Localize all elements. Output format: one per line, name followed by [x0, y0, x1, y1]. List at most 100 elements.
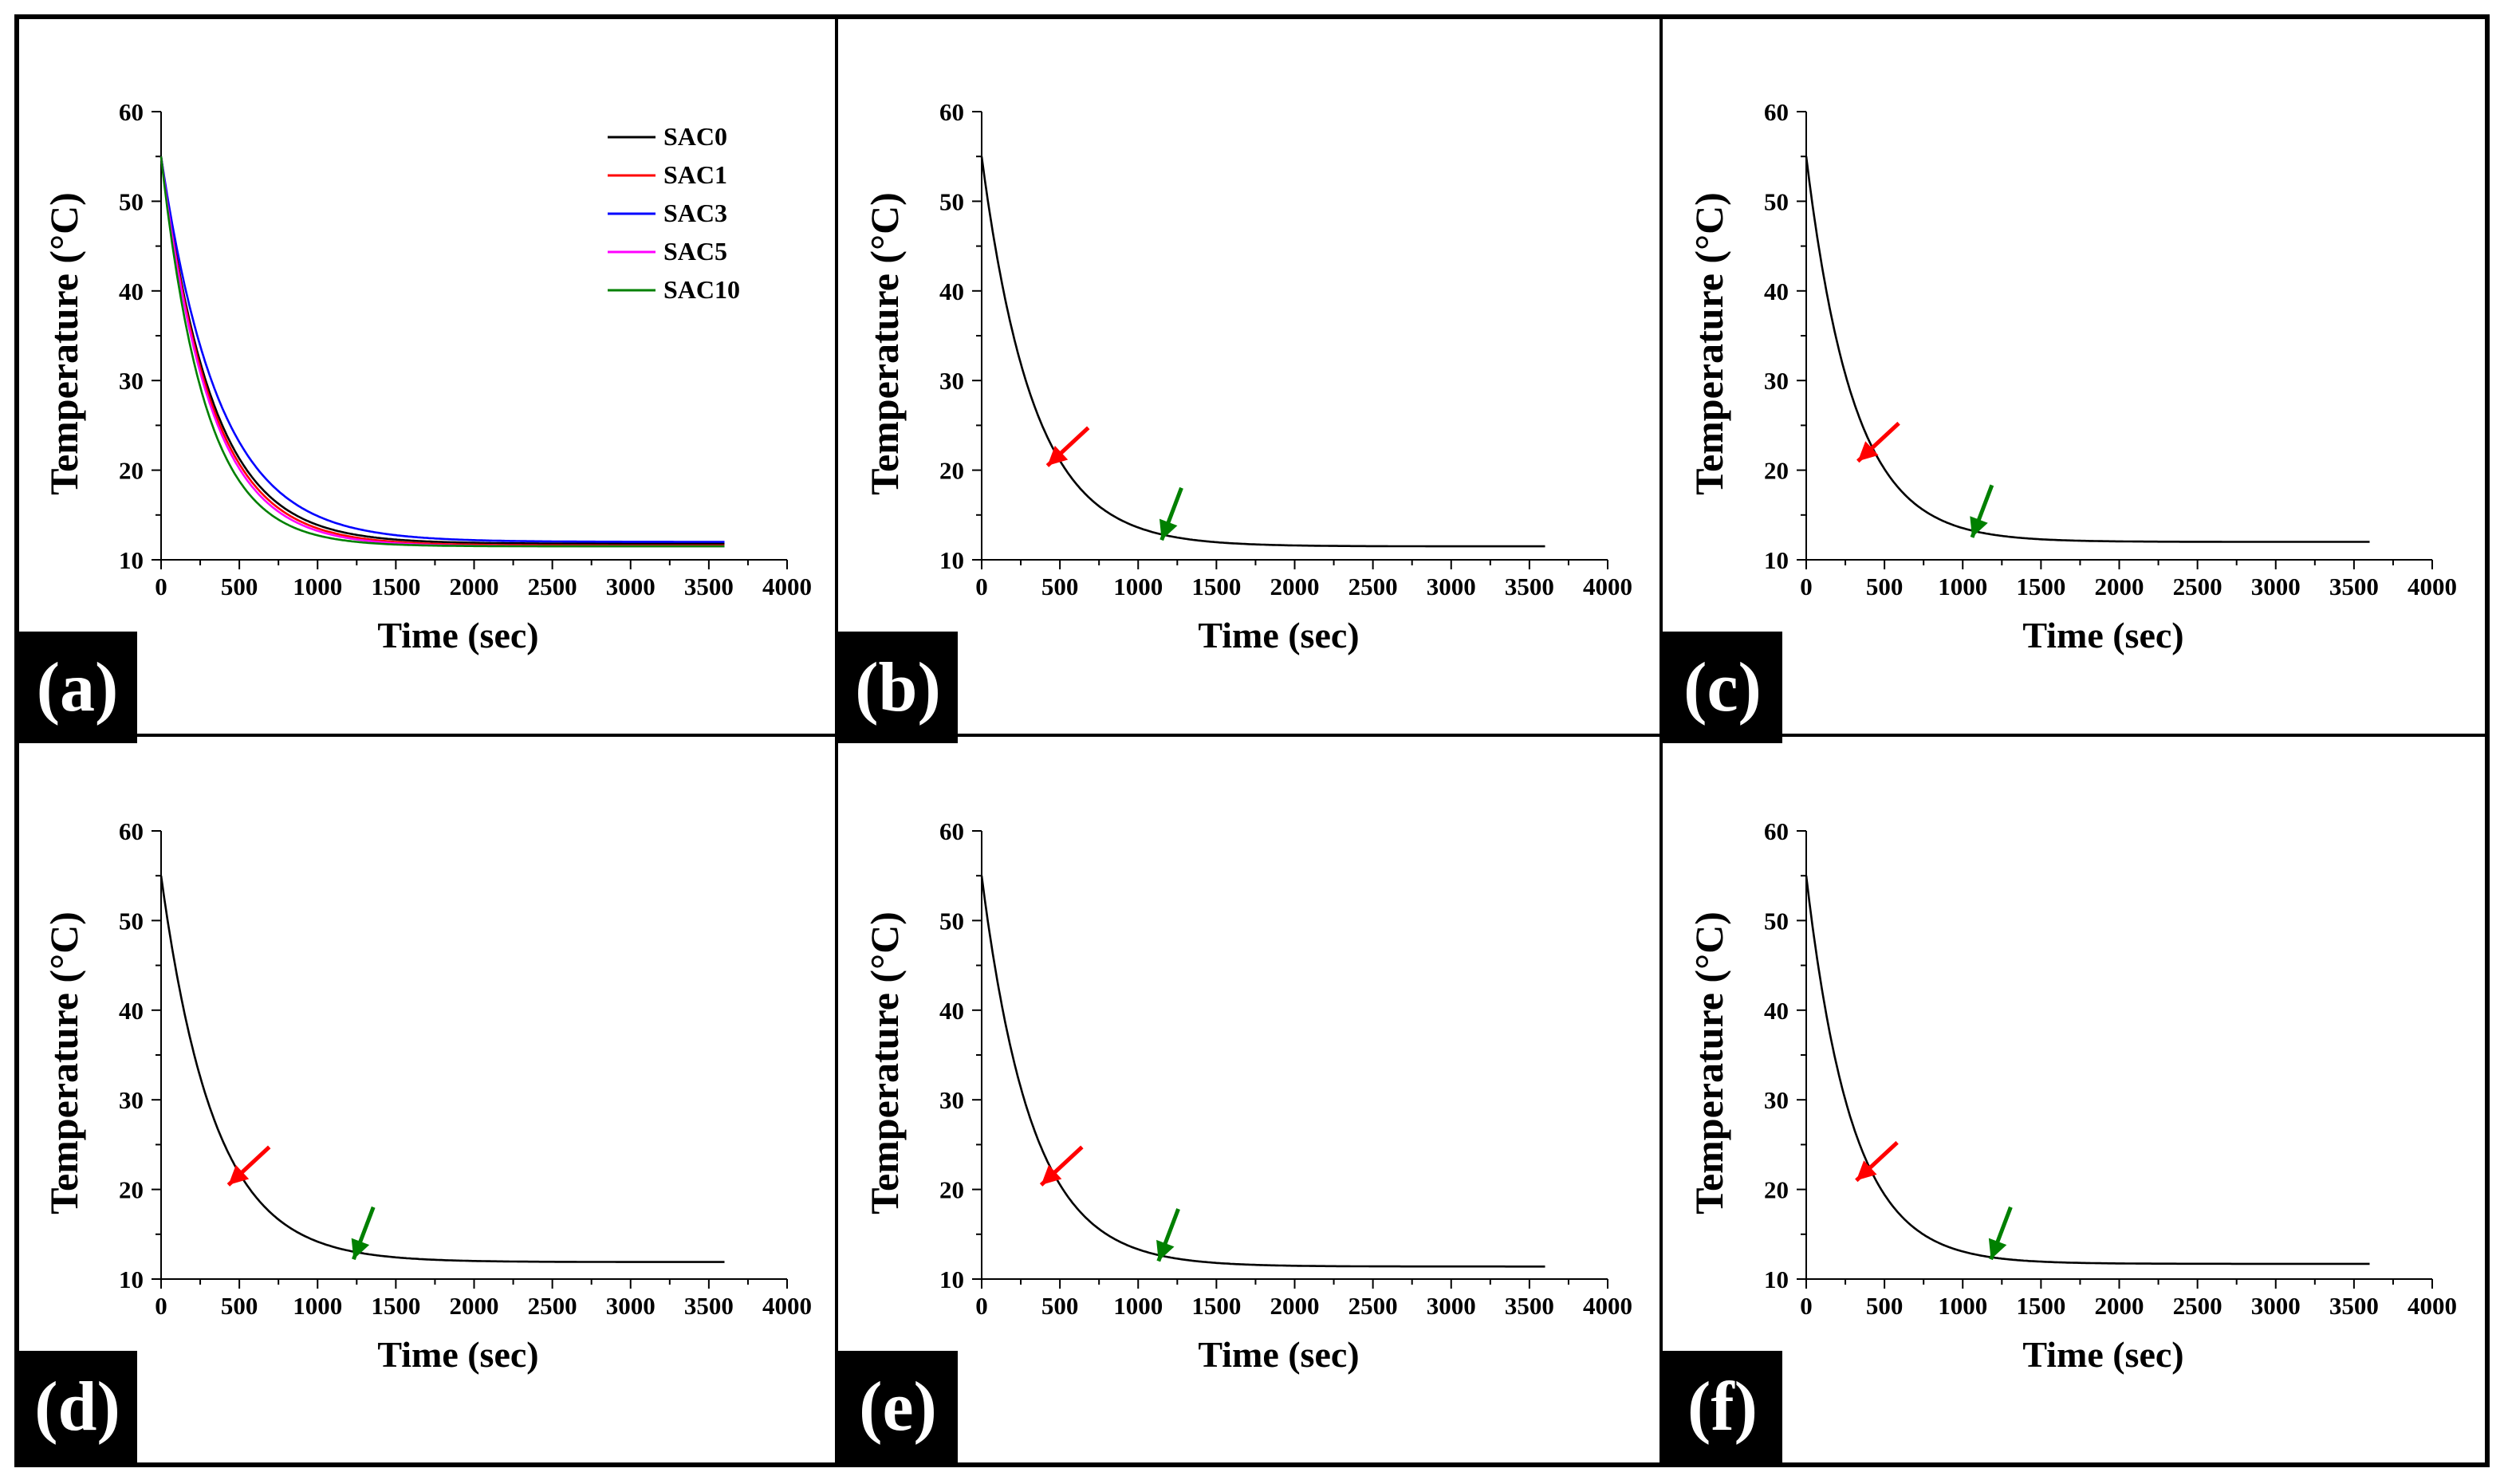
y-tick-label: 40 [1764, 997, 1789, 1025]
x-tick-label: 500 [1041, 573, 1079, 600]
annotation-arrow-green [1156, 1208, 1180, 1262]
legend-label-sac3: SAC3 [663, 199, 727, 227]
x-axis-title: Time (sec) [377, 1334, 538, 1375]
arrow-head [1856, 1160, 1877, 1181]
panel-b-label: (b) [838, 632, 958, 743]
x-tick-label: 4000 [2408, 573, 2457, 600]
y-tick-label: 40 [119, 997, 144, 1025]
legend-label-sac5: SAC5 [663, 237, 727, 266]
x-axis-title: Time (sec) [377, 615, 538, 655]
legend-label-sac10: SAC10 [663, 275, 740, 304]
y-tick-label: 40 [119, 278, 144, 305]
frame-right [2485, 14, 2490, 1467]
x-tick-label: 1000 [1938, 573, 1987, 600]
frame-left [14, 14, 19, 1467]
series-line-sac0 [159, 156, 725, 545]
panel-a-plot: 0 500 1000 1500 2000 2500 3000 3500 4000 10 20 30 40… [41, 98, 812, 655]
x-tick-label: 500 [1866, 573, 1904, 600]
x-tick-label: 1000 [293, 573, 342, 600]
series-line-sac3 [159, 876, 725, 1263]
x-axis-title: Time (sec) [1198, 615, 1359, 655]
panel-a-label: (a) [18, 632, 137, 743]
y-tick-label: 10 [1764, 1266, 1789, 1293]
x-tick-label: 2500 [528, 573, 577, 600]
y-tick-label: 50 [1764, 187, 1789, 215]
y-tick-label: 20 [119, 1176, 144, 1204]
y-tick-label: 60 [119, 817, 144, 845]
x-tick-label: 2000 [1270, 573, 1320, 600]
x-axis-title: Time (sec) [2022, 615, 2183, 655]
arrow-head [1988, 1238, 2007, 1260]
x-tick-label: 500 [1041, 1292, 1079, 1320]
x-tick-label: 1000 [1113, 573, 1163, 600]
x-tick-label: 3000 [1427, 573, 1476, 600]
arrow-head [1970, 516, 1988, 537]
frame-divider-2 [1659, 14, 1663, 1467]
frame-top [14, 14, 2490, 19]
y-axis-title: Temperature (°C) [41, 192, 86, 495]
x-tick-label: 1500 [2016, 573, 2065, 600]
x-tick-label: 2500 [528, 1292, 577, 1320]
arrow-head [1159, 518, 1178, 541]
x-axis-title: Time (sec) [2022, 1334, 2183, 1375]
y-axis-title: Temperature (°C) [862, 911, 907, 1214]
annotation-arrow-red [226, 1145, 271, 1187]
panel-f: 0 500 1000 1500 2000 2500 3000 3500 4000 10 20 30 40… [1663, 737, 2489, 1462]
x-tick-label: 3500 [2329, 573, 2379, 600]
x-tick-label: 4000 [1583, 573, 1632, 600]
arrow-head [1857, 441, 1879, 462]
y-tick-label: 20 [1764, 1176, 1789, 1204]
x-tick-label: 1500 [371, 573, 420, 600]
x-tick-label: 4000 [1583, 1292, 1632, 1320]
panel-d: 0 500 1000 1500 2000 2500 3000 3500 4000 10 20 30 40… [18, 737, 844, 1462]
annotation-arrow-green [1159, 486, 1183, 541]
y-tick-label: 50 [119, 187, 144, 215]
panel-d-plot: 0 500 1000 1500 2000 2500 3000 3500 4000 10 20 30 40… [41, 817, 812, 1375]
x-tick-label: 2500 [2173, 573, 2222, 600]
legend-label-sac1: SAC1 [663, 160, 727, 189]
x-tick-label: 500 [221, 1292, 258, 1320]
x-tick-label: 4000 [762, 1292, 812, 1320]
series-line-sac5 [159, 156, 725, 548]
annotation-arrow-green [1988, 1206, 2013, 1261]
y-tick-label: 30 [1764, 1086, 1789, 1114]
panel-a: 0 500 1000 1500 2000 2500 3000 3500 4000 10 20 30 40… [18, 18, 844, 743]
panel-c: 0 500 1000 1500 2000 2500 3000 3500 4000 10 20 30 40… [1663, 18, 2489, 743]
y-tick-label: 60 [1764, 98, 1789, 126]
panel-f-plot: 0 500 1000 1500 2000 2500 3000 3500 4000 10 20 30 40… [1687, 817, 2457, 1375]
panel-b: 0 500 1000 1500 2000 2500 3000 3500 4000 10 20 30 40… [838, 18, 1664, 743]
x-tick-label: 3000 [606, 573, 656, 600]
x-tick-label: 3000 [2251, 1292, 2301, 1320]
x-tick-label: 0 [155, 1292, 167, 1320]
arrow-head [1156, 1239, 1175, 1262]
y-tick-label: 60 [119, 98, 144, 126]
x-tick-label: 4000 [762, 573, 812, 600]
x-tick-label: 500 [221, 573, 258, 600]
y-axis-title: Temperature (°C) [1687, 911, 1731, 1214]
panel-e: 0 500 1000 1500 2000 2500 3000 3500 4000 10 20 30 40… [838, 737, 1664, 1462]
y-tick-label: 20 [939, 457, 964, 485]
series-line-sac10 [1805, 876, 2370, 1266]
series-line-sac5 [980, 876, 1545, 1268]
x-tick-label: 3000 [2251, 573, 2301, 600]
x-tick-label: 3500 [684, 573, 734, 600]
y-tick-label: 10 [1764, 546, 1789, 574]
y-axis-title: Temperature (°C) [862, 192, 907, 495]
annotation-arrow-green [1970, 484, 1994, 538]
x-tick-label: 2500 [2173, 1292, 2222, 1320]
x-tick-label: 3500 [684, 1292, 734, 1320]
arrow-head [228, 1164, 250, 1185]
y-axis-title: Temperature (°C) [41, 911, 86, 1214]
y-tick-label: 30 [939, 367, 964, 395]
y-tick-label: 50 [939, 187, 964, 215]
panel-e-plot: 0 500 1000 1500 2000 2500 3000 3500 4000 10 20 30 40… [862, 817, 1632, 1375]
x-tick-label: 3500 [1505, 1292, 1554, 1320]
y-tick-label: 60 [939, 817, 964, 845]
x-tick-label: 1500 [371, 1292, 420, 1320]
y-tick-label: 20 [1764, 457, 1789, 485]
y-tick-label: 30 [939, 1086, 964, 1114]
x-tick-label: 1500 [1191, 573, 1241, 600]
panel-c-label: (c) [1663, 632, 1782, 743]
panel-c-plot: 0 500 1000 1500 2000 2500 3000 3500 4000 10 20 30 40… [1687, 98, 2457, 655]
x-tick-label: 4000 [2408, 1292, 2457, 1320]
